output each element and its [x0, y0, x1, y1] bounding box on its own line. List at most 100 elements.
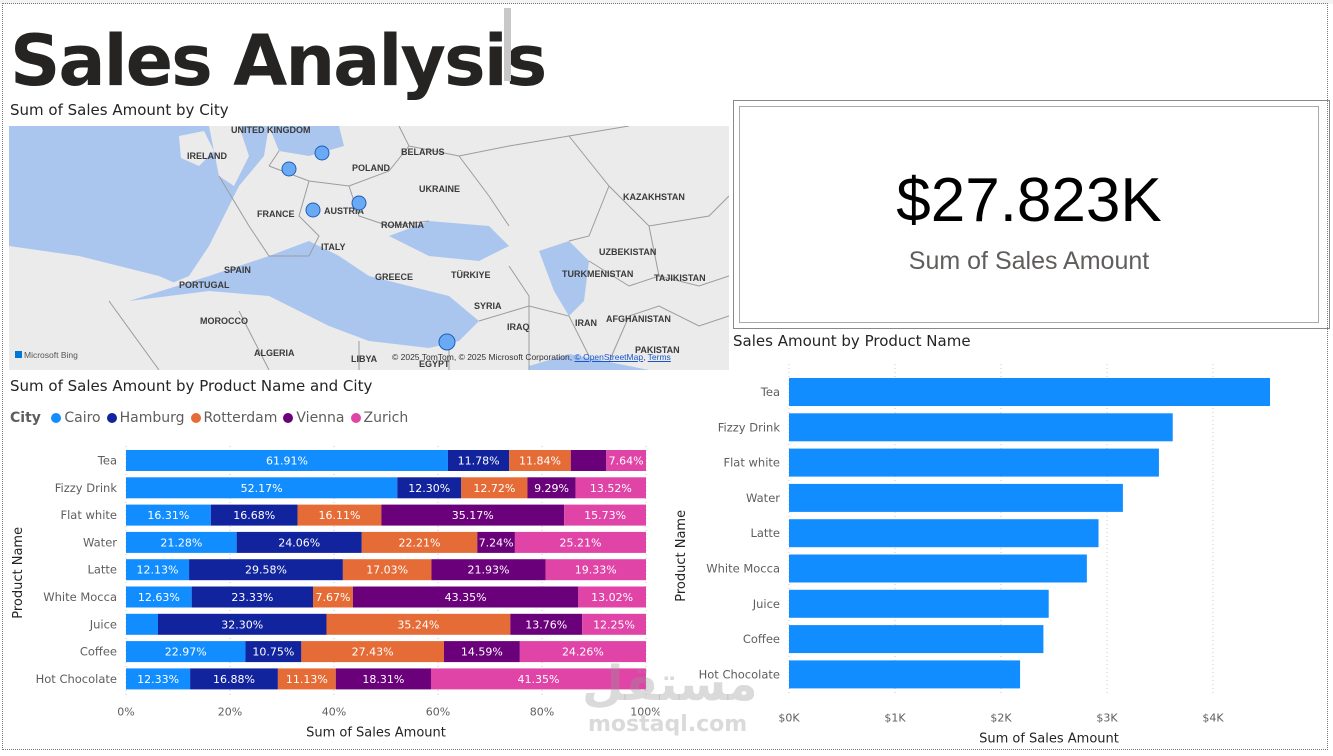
- stacked-bar-segment[interactable]: [342, 559, 432, 581]
- stacked-bar-segment[interactable]: [443, 641, 520, 663]
- data-label: 18.31%: [362, 673, 404, 686]
- bar[interactable]: [789, 554, 1087, 583]
- data-label: 9.29%: [534, 482, 569, 495]
- stacked-bar-segment[interactable]: [326, 613, 511, 635]
- stacked-bar-segment[interactable]: [191, 586, 313, 608]
- legend-item[interactable]: Rotterdam: [190, 410, 277, 426]
- stacked-bar-segment[interactable]: [126, 477, 398, 499]
- stacked-bar-segment[interactable]: [527, 477, 576, 499]
- stacked-bar-segment[interactable]: [519, 641, 646, 663]
- stacked-bar-segment[interactable]: [352, 586, 579, 608]
- data-label: 35.17%: [452, 509, 494, 522]
- bar[interactable]: [789, 483, 1123, 512]
- stacked-bar-segment[interactable]: [582, 613, 646, 635]
- map-label: UZBEKISTAN: [599, 247, 657, 257]
- stacked-bar-segment[interactable]: [509, 450, 571, 471]
- stacked-bar-segment[interactable]: [477, 531, 515, 553]
- stacked-bar-segment[interactable]: [606, 450, 646, 471]
- data-label: 12.33%: [137, 673, 179, 686]
- stacked-bar-segment[interactable]: [189, 559, 343, 581]
- kpi-card[interactable]: $27.823K Sum of Sales Amount: [733, 100, 1330, 329]
- stacked-bar-segment[interactable]: [301, 641, 444, 663]
- stacked-bar-segment[interactable]: [126, 450, 448, 471]
- stacked-bar-segment[interactable]: [245, 641, 302, 663]
- stacked-bar-segment[interactable]: [570, 450, 607, 471]
- stacked-bar-segment[interactable]: [461, 477, 528, 499]
- map-label: TAJIKISTAN: [654, 273, 706, 283]
- map-credits: © 2025 TomTom, © 2025 Microsoft Corporat…: [392, 352, 671, 362]
- stacked-bar-segment[interactable]: [397, 477, 462, 499]
- bar[interactable]: [789, 625, 1044, 654]
- bar[interactable]: [789, 519, 1099, 548]
- map-label: MOROCCO: [200, 316, 248, 326]
- data-label: 22.21%: [399, 536, 441, 549]
- stacked-bar-segment[interactable]: [361, 531, 478, 553]
- stacked-bar-segment[interactable]: [564, 504, 646, 526]
- data-label: 16.68%: [233, 509, 275, 522]
- map-background: [9, 126, 729, 370]
- stacked-bar-segment[interactable]: [190, 668, 278, 690]
- stacked-bar-segment[interactable]: [431, 559, 546, 581]
- map-label: KAZAKHSTAN: [623, 192, 685, 202]
- stacked-bar-segment[interactable]: [381, 504, 565, 526]
- stacked-bar-segment[interactable]: [575, 477, 646, 499]
- y-tick-label: Water: [83, 535, 117, 549]
- x-tick-label: 60%: [426, 706, 450, 719]
- legend-marker: [350, 413, 361, 423]
- stacked-bar-segment[interactable]: [578, 586, 646, 608]
- legend-item[interactable]: Zurich: [350, 410, 408, 426]
- stacked-bar-segment[interactable]: [514, 531, 646, 553]
- city-bubble[interactable]: [305, 202, 321, 218]
- data-label: 61.91%: [266, 455, 308, 468]
- stacked-bar-segment[interactable]: [335, 668, 431, 690]
- bar[interactable]: [789, 660, 1021, 689]
- bar[interactable]: [789, 448, 1159, 477]
- stacked-bar-segment[interactable]: [277, 668, 336, 690]
- stacked-bar-segment[interactable]: [312, 586, 353, 608]
- city-bubble[interactable]: [438, 333, 456, 351]
- stacked-bar-segment[interactable]: [126, 531, 237, 553]
- legend-item[interactable]: Cairo: [51, 410, 101, 426]
- data-label: 29.58%: [245, 564, 287, 577]
- terms-link[interactable]: Terms: [647, 352, 671, 362]
- stacked-bar-segment[interactable]: [210, 504, 298, 526]
- legend-item[interactable]: Vienna: [283, 410, 345, 426]
- bar[interactable]: [789, 589, 1049, 618]
- map-label: IRAN: [575, 318, 597, 328]
- city-bubble[interactable]: [351, 195, 367, 211]
- stacked-bar-segment[interactable]: [126, 613, 158, 635]
- bar[interactable]: [789, 413, 1173, 442]
- data-label: 12.72%: [473, 482, 515, 495]
- x-tick-label: $2K: [990, 712, 1012, 725]
- data-label: 11.13%: [286, 673, 328, 686]
- legend-item[interactable]: Hamburg: [106, 410, 185, 426]
- data-label: 24.06%: [278, 536, 320, 549]
- stacked-bar-segment[interactable]: [297, 504, 382, 526]
- stacked-bar-chart[interactable]: 0% 20% 40% 60% 80% 100% Tea 61.91% 11.78% 11.84% 7…: [0, 426, 660, 756]
- city-bubble[interactable]: [314, 145, 330, 161]
- stacked-bar-segment[interactable]: [126, 504, 211, 526]
- map-label: FRANCE: [257, 209, 295, 219]
- stacked-bar-segment[interactable]: [126, 586, 192, 608]
- data-label: 27.43%: [352, 646, 394, 659]
- bar[interactable]: [789, 378, 1270, 406]
- stacked-bar-segment[interactable]: [510, 613, 583, 635]
- map-label: PAKISTAN: [635, 345, 680, 355]
- stacked-bar-segment[interactable]: [157, 613, 327, 635]
- map-label: PORTUGAL: [179, 280, 230, 290]
- stacked-bar-segment[interactable]: [447, 450, 510, 471]
- legend-label: Cairo: [64, 410, 101, 426]
- stacked-bar-segment[interactable]: [430, 668, 646, 690]
- stacked-bar-segment[interactable]: [126, 641, 246, 663]
- city-bubble[interactable]: [281, 161, 297, 177]
- map-label: IRAQ: [507, 322, 530, 332]
- data-label: 15.73%: [584, 509, 626, 522]
- stacked-bar-segment[interactable]: [545, 559, 646, 581]
- stacked-bar-segment[interactable]: [126, 559, 190, 581]
- stacked-bar-segment[interactable]: [236, 531, 362, 553]
- map-visual[interactable]: UNITED KINGDOM IRELAND BELARUS POLAND UK…: [9, 126, 729, 370]
- openstreetmap-link[interactable]: © OpenStreetMap: [574, 352, 644, 362]
- y-tick-label: Hot Chocolate: [699, 667, 780, 681]
- stacked-bar-segment[interactable]: [126, 668, 191, 690]
